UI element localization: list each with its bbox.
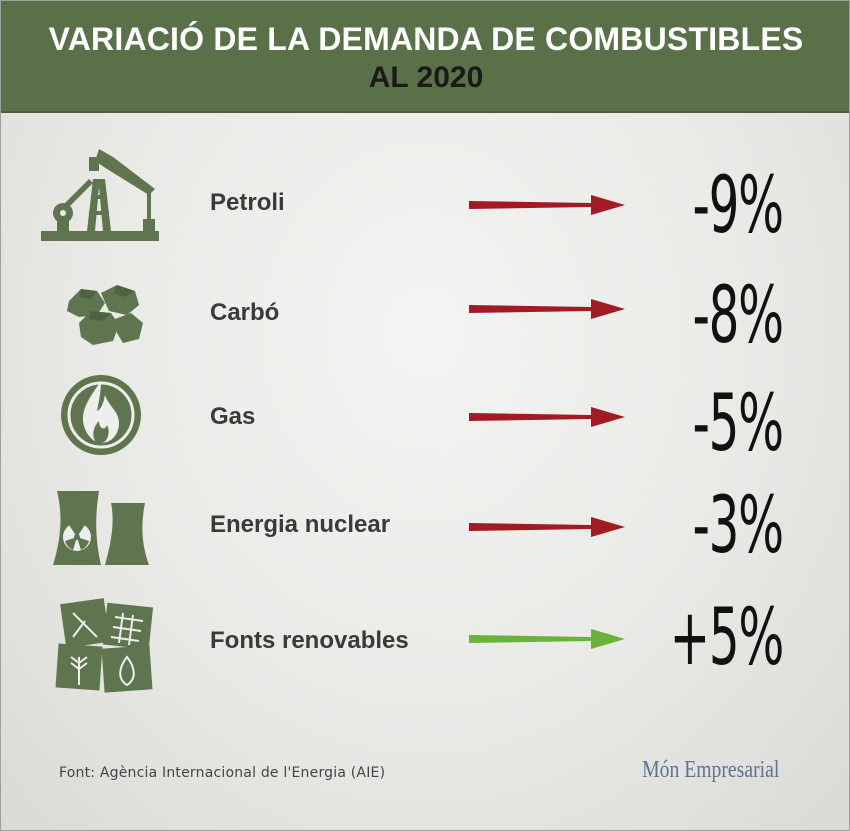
fuel-label: Petroli <box>210 189 285 216</box>
increase-arrow <box>469 629 625 649</box>
decrease-arrow <box>469 517 625 537</box>
row-carbo: Carbó -8% <box>1 263 849 363</box>
title-line1: VARIACIÓ DE LA DEMANDA DE COMBUSTIBLES <box>48 21 804 57</box>
row-fonts-renovables: Fonts renovables +5% <box>1 593 849 693</box>
coal-icon <box>67 285 143 345</box>
row-gas: Gas -5% <box>1 367 849 469</box>
source-note: Font: Agència Internacional de l'Energia… <box>59 765 386 781</box>
title-line2: AL 2020 <box>368 61 484 94</box>
nuclear-plant-icon <box>53 491 149 565</box>
fuel-label: Energia nuclear <box>210 511 391 538</box>
renewables-icon <box>55 598 154 693</box>
variation-value: -3% <box>692 481 785 571</box>
fuel-label: Carbó <box>210 299 280 326</box>
decrease-arrow <box>469 195 625 215</box>
variation-value: -9% <box>692 161 785 251</box>
decrease-arrow <box>469 299 625 319</box>
fuel-label: Fonts renovables <box>210 627 409 654</box>
variation-value: +5% <box>669 593 784 683</box>
row-energia-nuclear: Energia nuclear -3% <box>1 477 849 577</box>
fuel-label: Gas <box>210 403 256 430</box>
decrease-arrow <box>469 407 625 427</box>
variation-value: -5% <box>692 379 785 469</box>
oil-pump-icon <box>41 149 159 241</box>
brand-logo: Món Empresarial <box>641 757 779 783</box>
variation-value: -8% <box>692 271 785 361</box>
header-banner: VARIACIÓ DE LA DEMANDA DE COMBUSTIBLES A… <box>1 1 849 113</box>
row-petroli: Petroli -9% <box>1 149 849 251</box>
gas-flame-icon <box>61 375 141 455</box>
